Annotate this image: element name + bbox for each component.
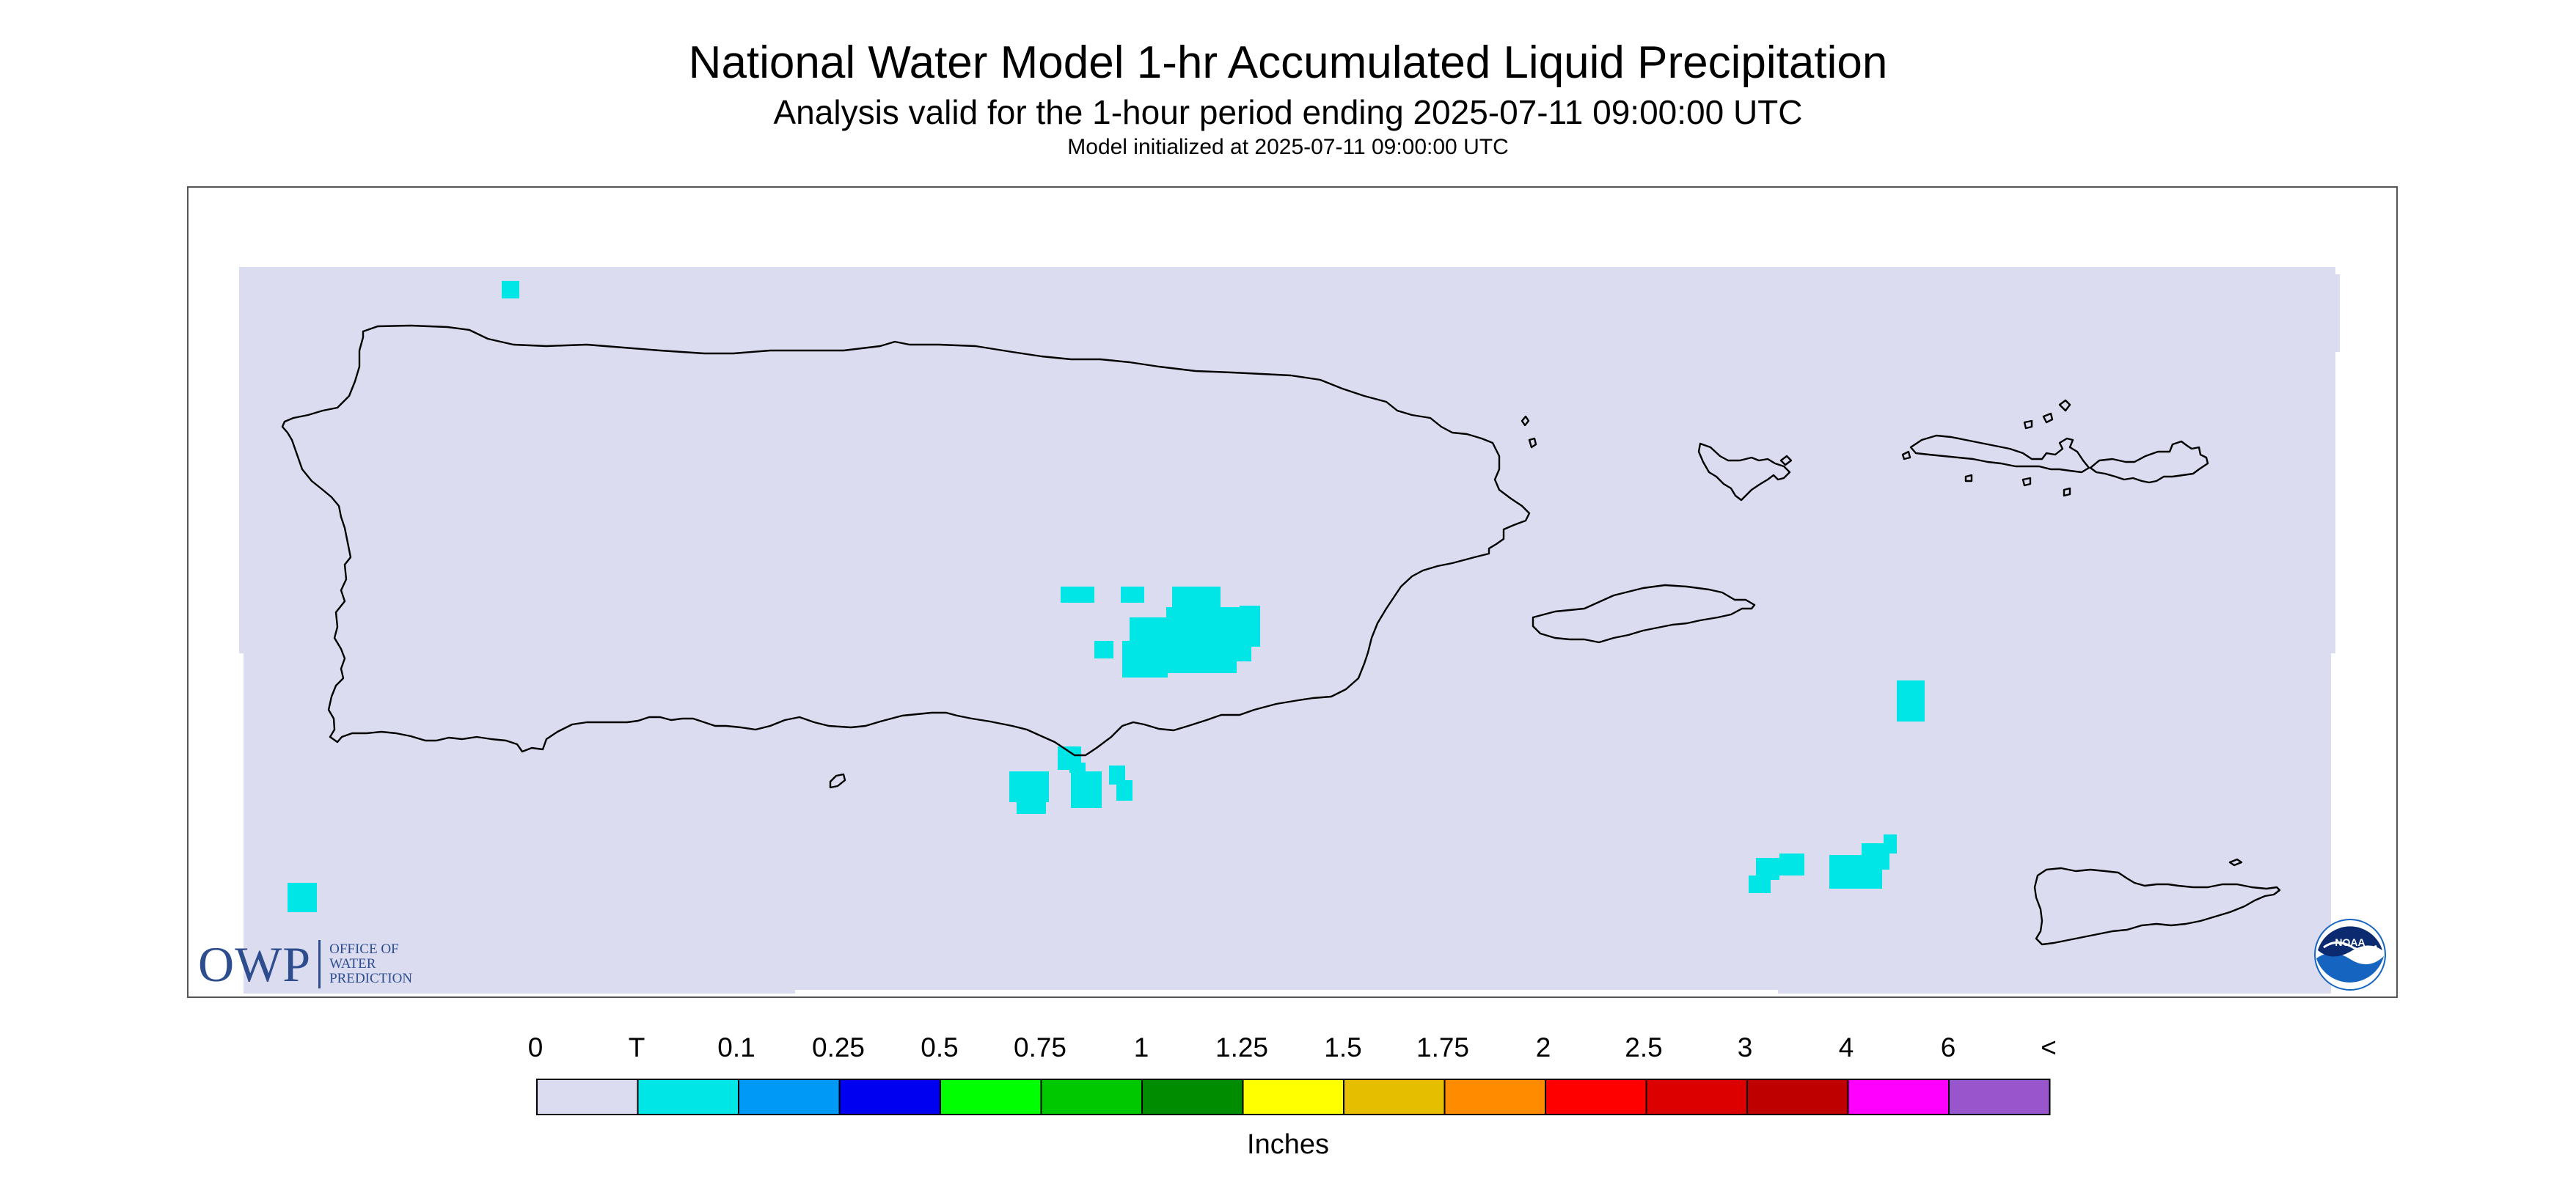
islet: [1901, 450, 1911, 460]
legend-swatch: [940, 1079, 1042, 1115]
precip-cell: [1017, 801, 1046, 814]
legend-swatch: [1141, 1079, 1244, 1115]
puerto-rico-coast: [281, 324, 1531, 757]
legend-swatch: [1242, 1079, 1344, 1115]
legend-label: 0.75: [1013, 1032, 1067, 1062]
legend-swatches: [536, 1079, 2051, 1115]
legend-label: 0.5: [921, 1032, 959, 1062]
isla-de-caja-de-muertos: [829, 773, 846, 789]
precip-cell: [1897, 680, 1925, 722]
legend-swatch: [738, 1079, 841, 1115]
domain-area: [244, 651, 2331, 994]
domain-gap: [795, 990, 1778, 996]
trace-precip-cells: [288, 281, 1925, 912]
legend-swatch: [637, 1079, 739, 1115]
coastlines: [281, 324, 2281, 946]
legend-swatch: [536, 1079, 639, 1115]
precip-cell: [1166, 607, 1240, 653]
owp-logo-line: OFFICE OF: [329, 941, 399, 957]
islet: [2058, 399, 2071, 412]
precip-cell: [1121, 587, 1144, 603]
precip-cell: [1779, 854, 1804, 876]
legend-swatch: [1948, 1079, 2051, 1115]
owp-logo-line: WATER: [329, 956, 376, 972]
precip-cell: [1166, 650, 1237, 673]
islet: [2023, 419, 2033, 430]
legend-swatch: [838, 1079, 941, 1115]
precip-cell: [1749, 876, 1771, 893]
precip-cell: [502, 281, 519, 298]
legend-units: Inches: [1247, 1129, 1329, 1160]
noaa-logo-text: NOAA: [2335, 936, 2365, 948]
culebra-coast: [1697, 442, 1791, 502]
precip-cell: [1009, 771, 1049, 802]
owp-logo-text: OWP: [198, 936, 312, 992]
saint-john-coast: [2089, 440, 2209, 484]
vieques-coast: [1532, 584, 1756, 644]
data-domain: [239, 267, 2340, 994]
precip-cell: [1240, 606, 1260, 647]
legend-label: 6: [1940, 1032, 1956, 1062]
domain-area: [2330, 274, 2340, 352]
precip-cell: [1071, 771, 1102, 808]
noaa-logo: NOAA: [2314, 919, 2386, 991]
map-title: National Water Model 1-hr Accumulated Li…: [688, 37, 1888, 88]
islet: [2228, 858, 2243, 867]
islet: [2063, 487, 2071, 497]
legend-swatch: [1746, 1079, 1849, 1115]
legend-labels: 0 T 0.1 0.25 0.5 0.75 1 1.25 1.5 1.75 2 …: [0, 1032, 2576, 1065]
legend-label: 1: [1133, 1032, 1149, 1062]
legend-label: 0: [527, 1032, 544, 1062]
model-init-time: Model initialized at 2025-07-11 09:00:00…: [1067, 135, 1509, 159]
legend-label: 1.5: [1324, 1032, 1362, 1062]
owp-logo-divider: [318, 940, 321, 988]
owp-logo-line: PREDICTION: [329, 971, 413, 986]
islet: [1964, 474, 1973, 482]
legend-swatch: [1847, 1079, 1950, 1115]
precip-cell: [1130, 617, 1168, 642]
legend-swatch: [1343, 1079, 1446, 1115]
legend-label: T: [628, 1032, 645, 1062]
legend-label: 2.5: [1625, 1032, 1663, 1062]
precip-cell: [1172, 587, 1221, 609]
saint-thomas-coast: [1909, 434, 2090, 474]
islet: [1528, 437, 1537, 449]
precip-cell: [1884, 834, 1897, 854]
legend-swatch: [1545, 1079, 1647, 1115]
legend-label: 3: [1737, 1032, 1753, 1062]
legend-label: 4: [1838, 1032, 1854, 1062]
islet: [1521, 415, 1530, 427]
legend-swatch: [1645, 1079, 1748, 1115]
legend-label: 0.1: [717, 1032, 755, 1062]
precip-cell: [1237, 647, 1251, 661]
precip-cell: [1122, 641, 1168, 678]
map-subtitle: Analysis valid for the 1-hour period end…: [773, 93, 1803, 131]
legend-label: <: [2041, 1032, 2057, 1062]
precip-cell: [288, 883, 317, 912]
owp-logo-subtext: OFFICE OF WATER PREDICTION: [329, 942, 412, 986]
legend-label: 0.25: [811, 1032, 866, 1062]
precip-cell: [1069, 763, 1086, 773]
legend-label: 2: [1535, 1032, 1551, 1062]
legend-swatch: [1443, 1079, 1546, 1115]
owp-logo: OWP OFFICE OF WATER PREDICTION: [198, 935, 412, 994]
islet: [2042, 412, 2054, 424]
islet: [2021, 477, 2032, 487]
legend-swatch: [1040, 1079, 1143, 1115]
legend-label: 1.75: [1416, 1032, 1470, 1062]
saint-croix-coast: [2033, 867, 2281, 946]
legend-label: 1.25: [1215, 1032, 1269, 1062]
precip-cell: [1061, 587, 1094, 603]
precip-cell: [1109, 766, 1125, 785]
precip-cell: [1094, 641, 1113, 658]
domain-area: [239, 267, 2335, 653]
precip-cell: [1116, 780, 1133, 801]
islet: [1779, 455, 1793, 466]
